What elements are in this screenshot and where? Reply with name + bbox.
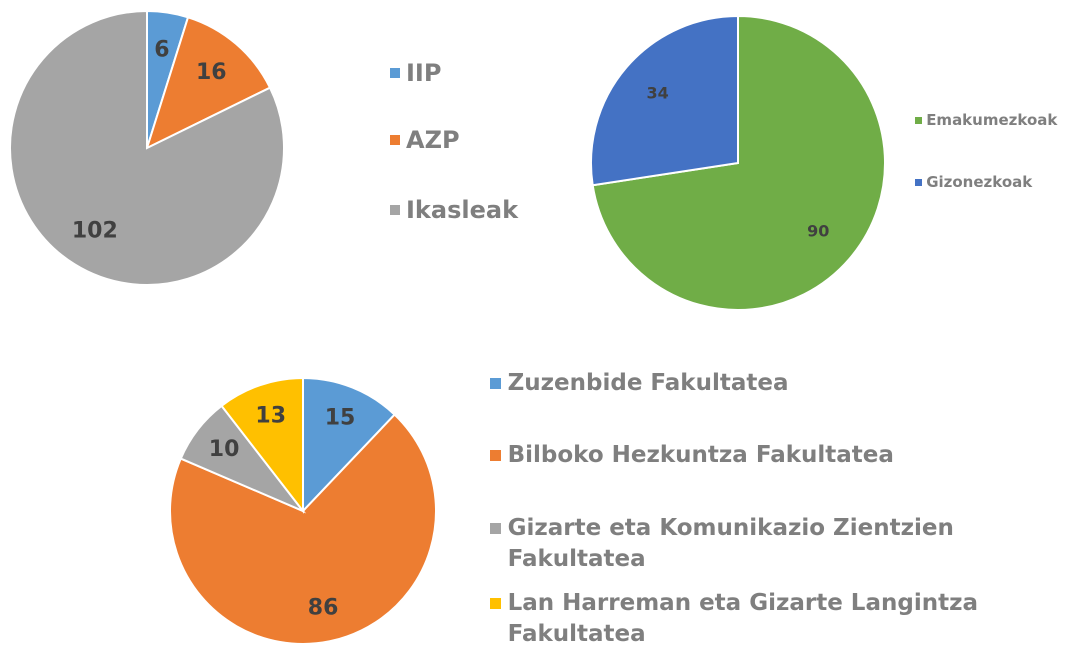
data-label: 10: [209, 437, 240, 462]
legend-entry: Bilboko Hezkuntza Fakultatea: [490, 440, 990, 471]
pie-slice: [169, 413, 437, 645]
pie-slice: [590, 14, 739, 187]
data-label: 34: [647, 84, 669, 103]
legend-entry: IIP: [390, 57, 690, 89]
legend-entry: Lan Harreman eta Gizarte Langintza Fakul…: [490, 588, 990, 650]
legend-label: Lan Harreman eta Gizarte Langintza Fakul…: [507, 590, 978, 648]
data-label: 6: [154, 37, 169, 62]
pie-slice: [302, 376, 397, 514]
legend-swatch: [915, 117, 922, 124]
data-label: 15: [325, 405, 356, 430]
pie-slice: [9, 9, 285, 286]
data-label: 86: [308, 596, 339, 621]
legend-label: Gizarte eta Komunikazio Zientzien Fakult…: [507, 515, 954, 573]
legend-label: Bilboko Hezkuntza Fakultatea: [507, 442, 894, 469]
legend-entry: Zuzenbide Fakultatea: [490, 368, 990, 399]
pie-slice: [220, 376, 304, 514]
data-label: 13: [255, 404, 286, 429]
data-label: 102: [72, 219, 118, 244]
legend-entry: Gizonezkoak: [915, 172, 1083, 192]
legend-label: Gizonezkoak: [926, 173, 1033, 192]
legend-swatch: [490, 378, 501, 390]
legend-entry: AZP: [390, 124, 690, 156]
legend-label: AZP: [406, 126, 460, 155]
legend-swatch: [390, 135, 400, 146]
data-label: 16: [196, 60, 227, 85]
legend-label: IIP: [406, 59, 442, 88]
legend-label: Emakumezkoak: [926, 111, 1058, 130]
legend-label: Zuzenbide Fakultatea: [507, 370, 789, 397]
data-label: 90: [807, 221, 829, 240]
pie-slice: [145, 16, 272, 150]
legend-swatch: [390, 205, 400, 216]
legend-swatch: [490, 523, 501, 535]
legend-swatch: [390, 68, 400, 79]
legend-entry: Gizarte eta Komunikazio Zientzien Fakult…: [490, 513, 990, 575]
legend-label: Ikasleak: [406, 196, 519, 225]
legend-swatch: [490, 598, 501, 610]
legend-swatch: [490, 450, 501, 462]
legend-entry: Ikasleak: [390, 194, 690, 226]
legend-swatch: [915, 179, 922, 186]
legend-entry: Emakumezkoak: [915, 110, 1083, 130]
